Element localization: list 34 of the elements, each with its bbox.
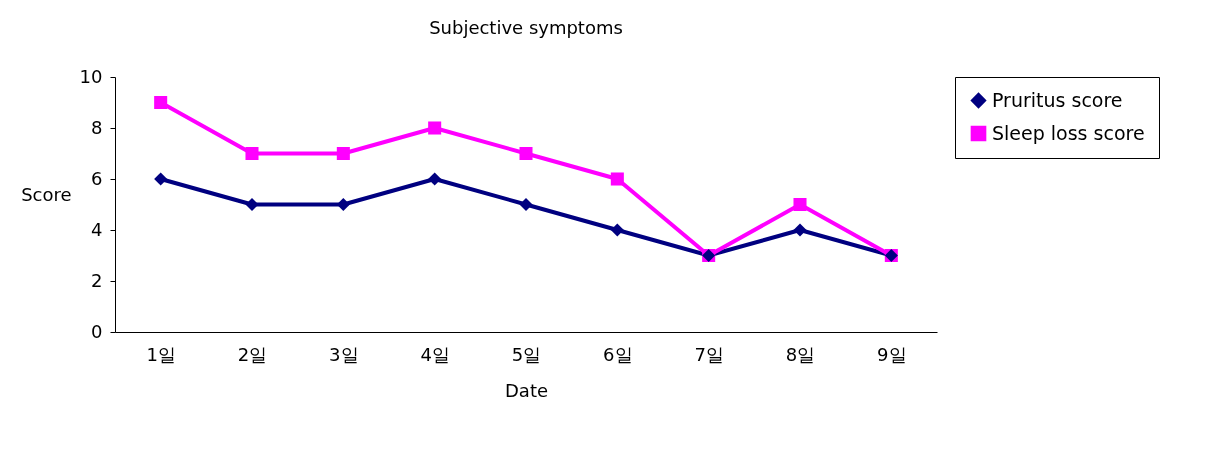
y-tick-label: 4 bbox=[91, 218, 103, 240]
point bbox=[519, 197, 533, 212]
point bbox=[428, 172, 442, 186]
y-tick-label: 6 bbox=[91, 167, 103, 189]
point bbox=[245, 197, 259, 212]
point bbox=[610, 223, 624, 237]
x-tick-label: 8일 bbox=[785, 343, 816, 365]
point bbox=[610, 172, 624, 186]
point bbox=[154, 95, 168, 110]
point bbox=[154, 172, 168, 186]
x-tick-label: 1일 bbox=[146, 343, 176, 365]
x-tick-label: 4일 bbox=[420, 343, 450, 365]
x-tick-label: 2일 bbox=[237, 343, 268, 365]
x-tick-label: 3일 bbox=[329, 343, 359, 365]
legend-label: Sleep loss score bbox=[992, 121, 1145, 144]
x-tick-label: 5일 bbox=[511, 343, 542, 365]
y-tick-label: 10 bbox=[79, 65, 103, 87]
point bbox=[336, 146, 350, 161]
x-tick-label: 9일 bbox=[877, 343, 907, 365]
x-tick-label: 6일 bbox=[603, 343, 633, 365]
point bbox=[245, 146, 259, 161]
y-tick-label: 0 bbox=[91, 320, 103, 342]
y-tick-label: 2 bbox=[91, 269, 103, 291]
y-axis-title: Score bbox=[21, 184, 72, 205]
point bbox=[793, 223, 807, 237]
point bbox=[519, 146, 533, 161]
point bbox=[428, 121, 442, 135]
x-tick-label: 7일 bbox=[694, 343, 724, 365]
legend-label: Pruritus score bbox=[992, 88, 1123, 111]
point bbox=[336, 197, 350, 212]
chart-title: Subjective symptoms bbox=[429, 17, 623, 38]
y-tick-label: 8 bbox=[91, 116, 103, 138]
point bbox=[793, 197, 807, 212]
x-axis-title: Date bbox=[504, 379, 549, 401]
